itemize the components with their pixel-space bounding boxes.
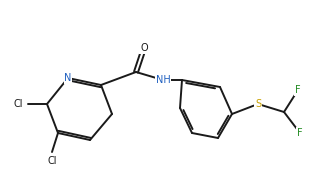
Text: F: F bbox=[295, 85, 301, 95]
Text: Cl: Cl bbox=[14, 99, 23, 109]
Text: NH: NH bbox=[156, 75, 170, 85]
Text: N: N bbox=[64, 73, 72, 83]
Text: S: S bbox=[255, 99, 261, 109]
Text: F: F bbox=[297, 128, 303, 138]
Text: O: O bbox=[140, 43, 148, 53]
Text: Cl: Cl bbox=[47, 156, 57, 166]
